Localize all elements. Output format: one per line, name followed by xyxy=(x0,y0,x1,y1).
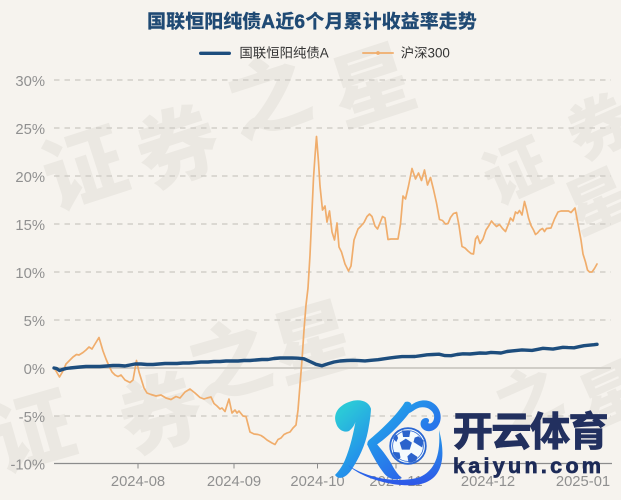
svg-text:kaiyun.com: kaiyun.com xyxy=(453,454,604,478)
svg-text:2024-08: 2024-08 xyxy=(111,474,165,490)
svg-text:20%: 20% xyxy=(15,170,45,186)
svg-text:2024-12: 2024-12 xyxy=(461,474,515,490)
svg-text:-10%: -10% xyxy=(10,457,45,473)
svg-text:2025-01: 2025-01 xyxy=(556,474,610,490)
svg-text:30%: 30% xyxy=(15,74,45,90)
svg-text:6: 6 xyxy=(294,12,305,33)
svg-text:2024-10: 2024-10 xyxy=(290,474,344,490)
svg-text:25%: 25% xyxy=(15,122,45,138)
svg-text:10%: 10% xyxy=(15,266,45,282)
svg-text:5%: 5% xyxy=(24,314,45,330)
svg-text:A: A xyxy=(261,12,275,33)
svg-text:300: 300 xyxy=(428,46,450,61)
svg-text:A: A xyxy=(320,46,329,61)
svg-text:-5%: -5% xyxy=(19,410,45,426)
svg-text:0%: 0% xyxy=(24,362,45,378)
svg-text:15%: 15% xyxy=(15,218,45,234)
svg-text:2024-09: 2024-09 xyxy=(207,474,261,490)
